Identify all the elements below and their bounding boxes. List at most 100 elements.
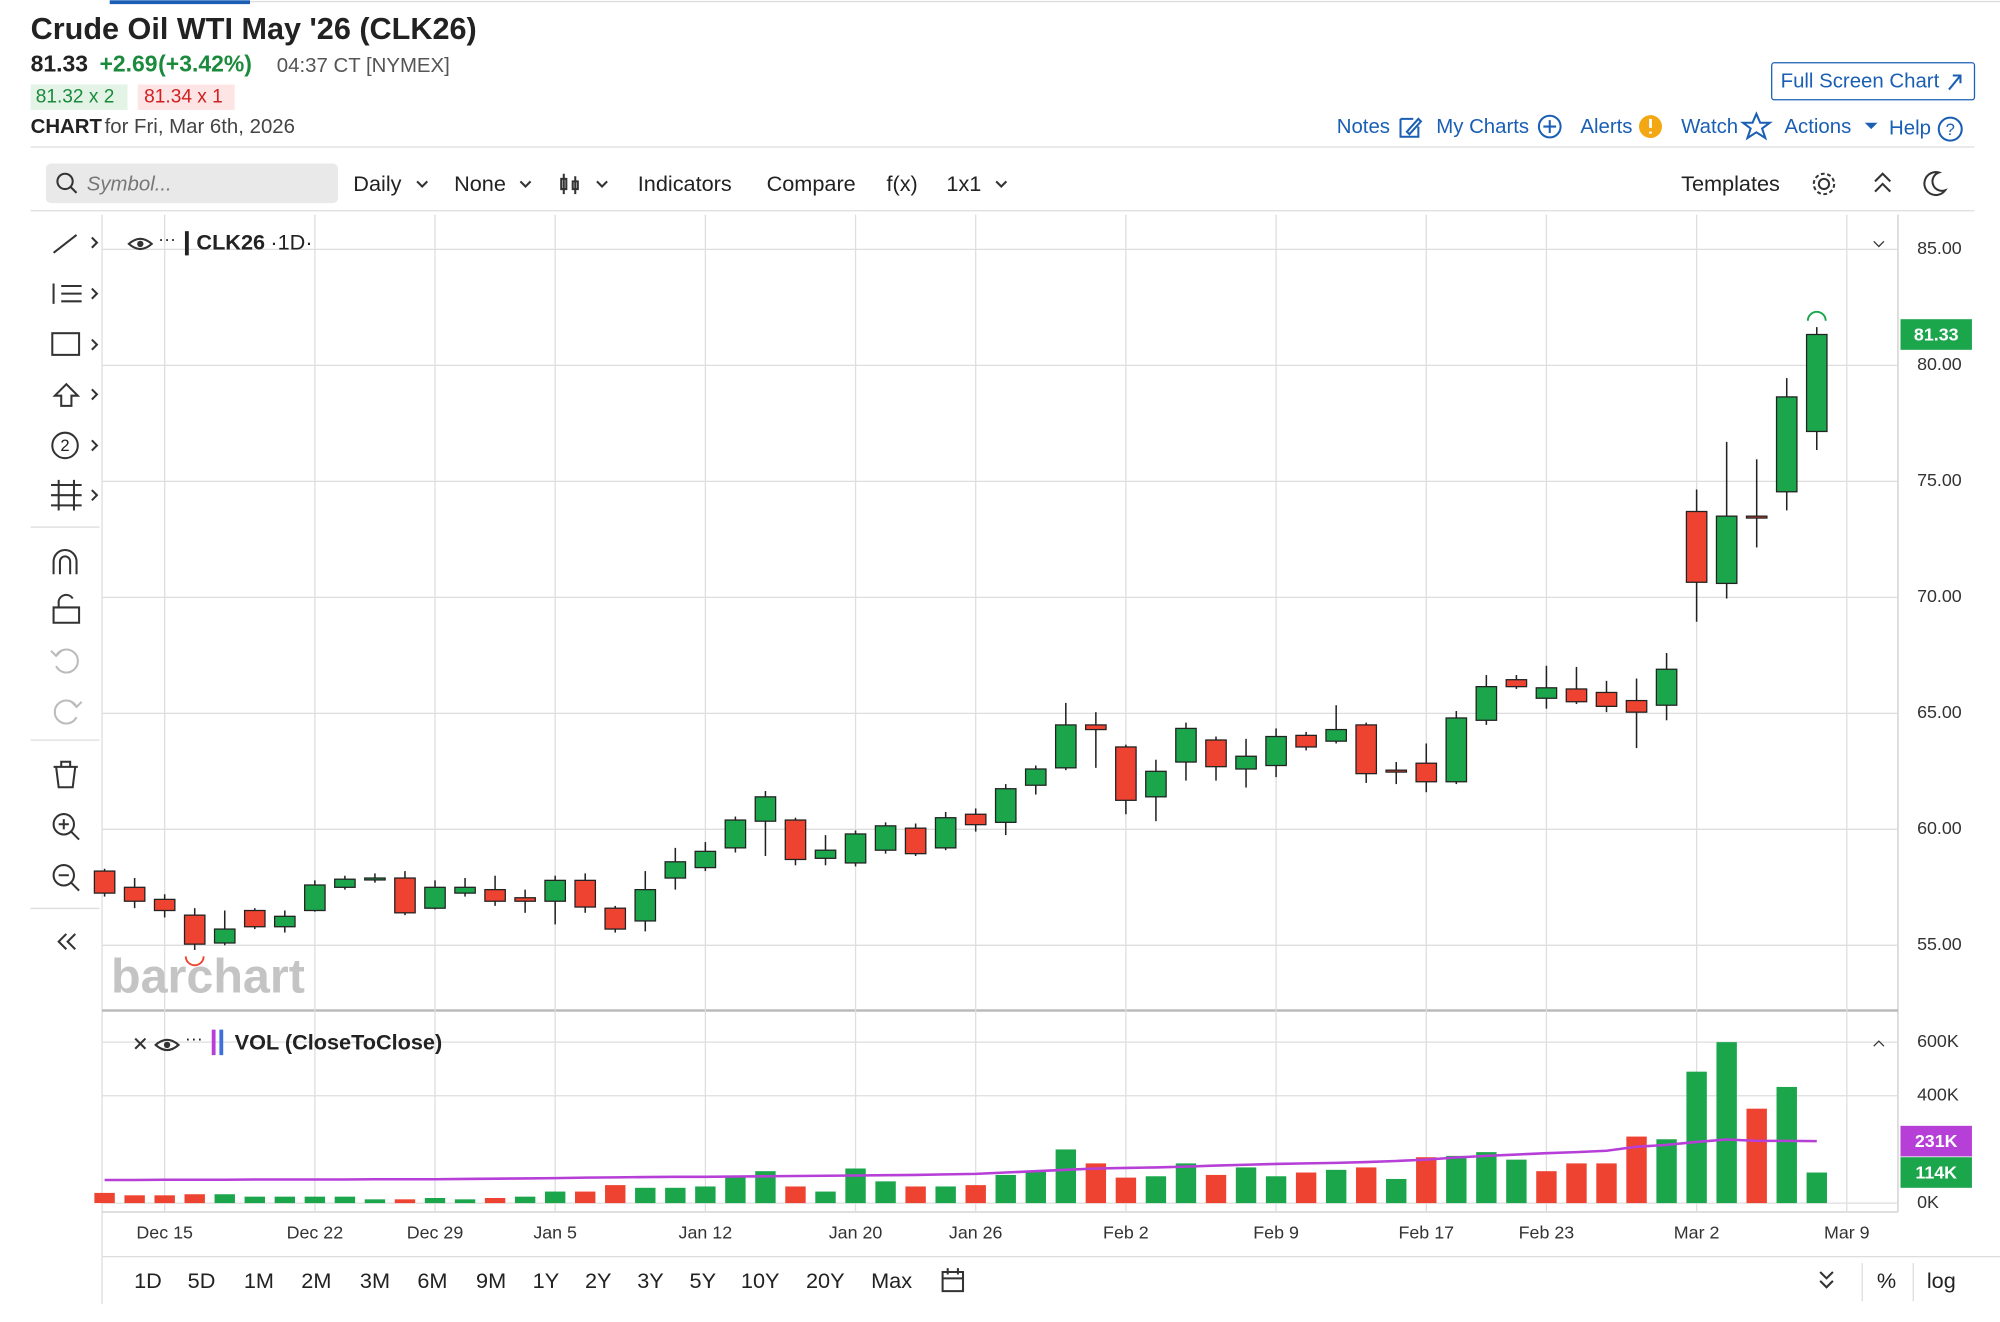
compare-button[interactable]: Compare — [767, 171, 856, 196]
settings-icon[interactable] — [1817, 177, 1831, 191]
full-screen-button[interactable] — [1771, 62, 1976, 101]
full-screen-label[interactable]: Full Screen Chart — [1781, 70, 1940, 92]
collapse-tools[interactable] — [57, 933, 76, 950]
candle-body — [994, 788, 1017, 823]
drawing-tools: 2 — [30, 234, 100, 950]
candle-body — [664, 861, 687, 879]
period-button[interactable]: 3Y — [637, 1268, 664, 1293]
close-study[interactable] — [134, 1037, 147, 1050]
templates-button[interactable]: Templates — [1681, 171, 1780, 196]
volume-bar — [995, 1174, 1016, 1204]
volume-bar — [334, 1196, 356, 1204]
shape-tool[interactable] — [51, 332, 81, 356]
fib-tool[interactable] — [52, 283, 82, 304]
candle-body — [1355, 724, 1378, 775]
indicators-button[interactable]: Indicators — [638, 171, 732, 196]
annotation-num: 2 — [60, 436, 69, 455]
period-button[interactable]: 5D — [188, 1268, 216, 1293]
period-button[interactable]: 2M — [301, 1268, 331, 1293]
period-button[interactable]: 5Y — [690, 1268, 717, 1293]
volume-bar — [454, 1199, 476, 1204]
redo[interactable] — [53, 699, 83, 725]
volume-bar — [1686, 1071, 1707, 1204]
change: +2.69 — [99, 50, 157, 76]
log-toggle[interactable]: log — [1927, 1268, 1956, 1293]
x-tick-label: Jan 20 — [829, 1222, 883, 1242]
candle-body — [484, 888, 506, 902]
candle-body — [1535, 687, 1558, 699]
lock-tool[interactable] — [52, 593, 81, 624]
bid: 81.32 x 2 — [36, 86, 115, 107]
line-tool[interactable] — [52, 234, 78, 254]
volume-bar — [1115, 1177, 1137, 1204]
x-tick-label: Dec 22 — [287, 1222, 344, 1242]
period-button[interactable]: 1M — [244, 1268, 274, 1293]
fx-button[interactable]: f(x) — [886, 171, 917, 196]
candle-body — [1715, 515, 1738, 585]
volume-bar — [274, 1196, 296, 1204]
volume-bar — [875, 1181, 896, 1204]
candle-body — [153, 898, 176, 912]
percent-toggle[interactable]: % — [1877, 1268, 1896, 1293]
candle-body — [904, 827, 927, 855]
period-button[interactable]: 3M — [360, 1268, 390, 1293]
settings-gear — [1812, 172, 1836, 196]
undo[interactable] — [50, 648, 79, 674]
volume-bar — [394, 1199, 416, 1204]
chart-type-icon[interactable] — [560, 173, 579, 195]
volume-bar — [1085, 1163, 1107, 1204]
measure-tool[interactable] — [51, 479, 82, 511]
eye-icon[interactable] — [154, 1038, 181, 1052]
calendar-icon[interactable] — [941, 1268, 965, 1293]
ma-value-label: 231K — [1915, 1131, 1958, 1151]
period-button[interactable]: 20Y — [806, 1268, 845, 1293]
panel-caret[interactable] — [1873, 1040, 1885, 1047]
layout-select[interactable]: 1x1 — [946, 171, 981, 196]
magnet-tool[interactable] — [52, 549, 78, 575]
caret — [519, 180, 532, 188]
alerts-link[interactable]: Alerts — [1580, 116, 1632, 138]
y-tick-label: 55.00 — [1917, 934, 1962, 954]
volume-bar — [1716, 1042, 1737, 1204]
candle-body — [1685, 510, 1708, 583]
arrow-tool[interactable] — [52, 382, 81, 407]
volume-bar — [695, 1186, 716, 1204]
collapse-icon[interactable] — [1874, 172, 1892, 193]
expand-icon[interactable] — [1819, 1271, 1834, 1289]
period-button[interactable]: 9M — [476, 1268, 506, 1293]
candle-body — [1505, 679, 1528, 688]
theme-icon[interactable] — [1923, 171, 1948, 197]
menu-dots[interactable]: ··· — [158, 229, 176, 249]
eye-icon[interactable] — [127, 237, 154, 251]
my-charts-link[interactable]: My Charts — [1436, 116, 1529, 138]
volume-bar — [1476, 1152, 1497, 1204]
watch-link[interactable]: Watch — [1681, 116, 1738, 138]
zoom-out[interactable] — [52, 864, 75, 887]
symbol-input[interactable] — [45, 163, 339, 204]
candle-body — [1054, 724, 1077, 769]
menu-dots[interactable]: ··· — [185, 1029, 203, 1049]
period-button[interactable]: 1D — [134, 1268, 162, 1293]
none-select[interactable]: None — [454, 171, 506, 196]
period-button[interactable]: Max — [871, 1268, 912, 1293]
delete-tool[interactable] — [53, 760, 78, 789]
period-button[interactable]: 10Y — [741, 1268, 780, 1293]
actions-link[interactable]: Actions — [1784, 116, 1851, 138]
candle-body — [454, 886, 476, 894]
period-button[interactable]: 1Y — [533, 1268, 560, 1293]
candle-body — [243, 909, 266, 928]
zoom-in[interactable] — [52, 813, 75, 836]
x-tick-label: Feb 17 — [1398, 1222, 1454, 1242]
x-tick-label: Dec 15 — [136, 1222, 193, 1242]
period-button[interactable]: 6M — [417, 1268, 447, 1293]
volume-bar — [755, 1171, 776, 1204]
volume-bar — [1145, 1176, 1167, 1204]
tool-caret — [91, 236, 99, 249]
notes-link[interactable]: Notes — [1337, 116, 1390, 138]
help-link[interactable]: Help — [1889, 118, 1931, 140]
period-button[interactable]: 2Y — [585, 1268, 612, 1293]
panel-caret[interactable] — [1873, 240, 1885, 248]
interval-select[interactable]: Daily — [353, 171, 401, 196]
candle-body — [273, 915, 296, 928]
annotation-tool[interactable] — [51, 431, 79, 460]
